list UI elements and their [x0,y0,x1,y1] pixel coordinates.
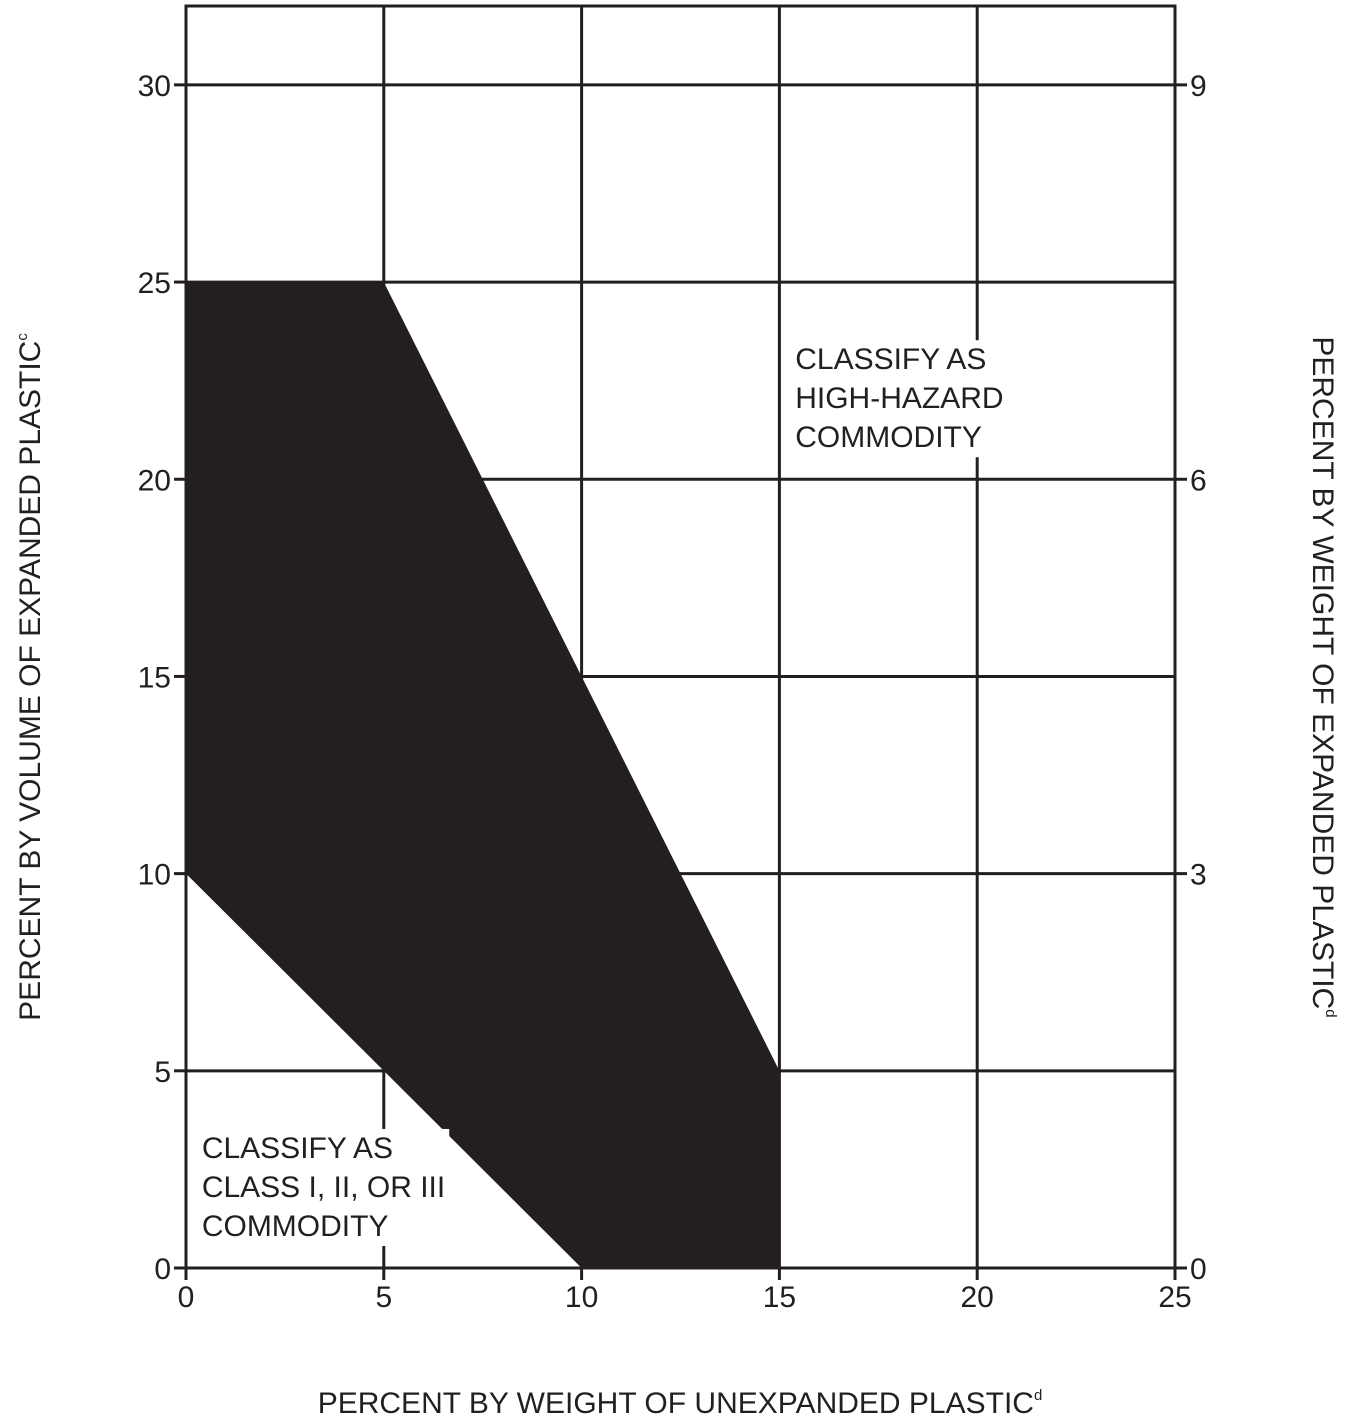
y-tick-label: 0 [154,1253,171,1286]
right-y-tick-label: 3 [1190,859,1207,892]
x-axis-title: PERCENT BY WEIGHT OF UNEXPANDED PLASTICd [318,1387,1043,1420]
transition-region [186,282,780,1268]
region-labels: CLASSIFY AS HIGH-HAZARD COMMODITYCLASSIFY … [195,340,1008,1246]
x-tick-label: 10 [565,1281,598,1314]
y-tick-label: 5 [154,1056,171,1089]
annotation-line: CLASSIFY AS [202,1132,393,1165]
region-annotation: CLASSIFY AS CLASS I, II, OR III COMMODITY [195,1128,450,1246]
y-tick-label: 20 [138,464,171,497]
y-tick-label: 25 [138,267,171,300]
annotation-line: HIGH-HAZARD [795,382,1003,415]
annotation-line: COMMODITY [795,421,982,454]
annotation-line: COMMODITY [202,1210,389,1243]
x-tick-label: 15 [763,1281,796,1314]
y-tick-label: 15 [138,661,171,694]
annotation-text: CLASSIFY AS CLASS I, II, OR III COMMODITY [202,1132,445,1243]
y-tick-label: 30 [138,70,171,103]
x-tick-label: 5 [375,1281,392,1314]
right-y-tick-label: 6 [1190,464,1207,497]
annotation-line: CLASSIFY AS [795,343,986,376]
annotation-text: CLASSIFY AS HIGH-HAZARD COMMODITY [795,343,1003,454]
y-tick-label: 10 [138,859,171,892]
y-axis-title: PERCENT BY VOLUME OF EXPANDED PLASTICc [14,333,47,1021]
annotation-background [195,1128,450,1246]
right-y-axis-title: PERCENT BY WEIGHT OF EXPANDED PLASTICd [1306,336,1339,1017]
region-annotation: CLASSIFY AS HIGH-HAZARD COMMODITY [789,340,1008,458]
plot-frame [184,4,1177,1270]
x-tick-label: 20 [961,1281,994,1314]
x-tick-label: 0 [178,1281,195,1314]
right-y-tick-label: 0 [1190,1253,1207,1286]
annotation-line: CLASS I, II, OR III [202,1171,445,1204]
right-y-tick-label: 9 [1190,70,1207,103]
x-tick-label: 25 [1158,1281,1191,1314]
annotation-background [789,340,1008,458]
